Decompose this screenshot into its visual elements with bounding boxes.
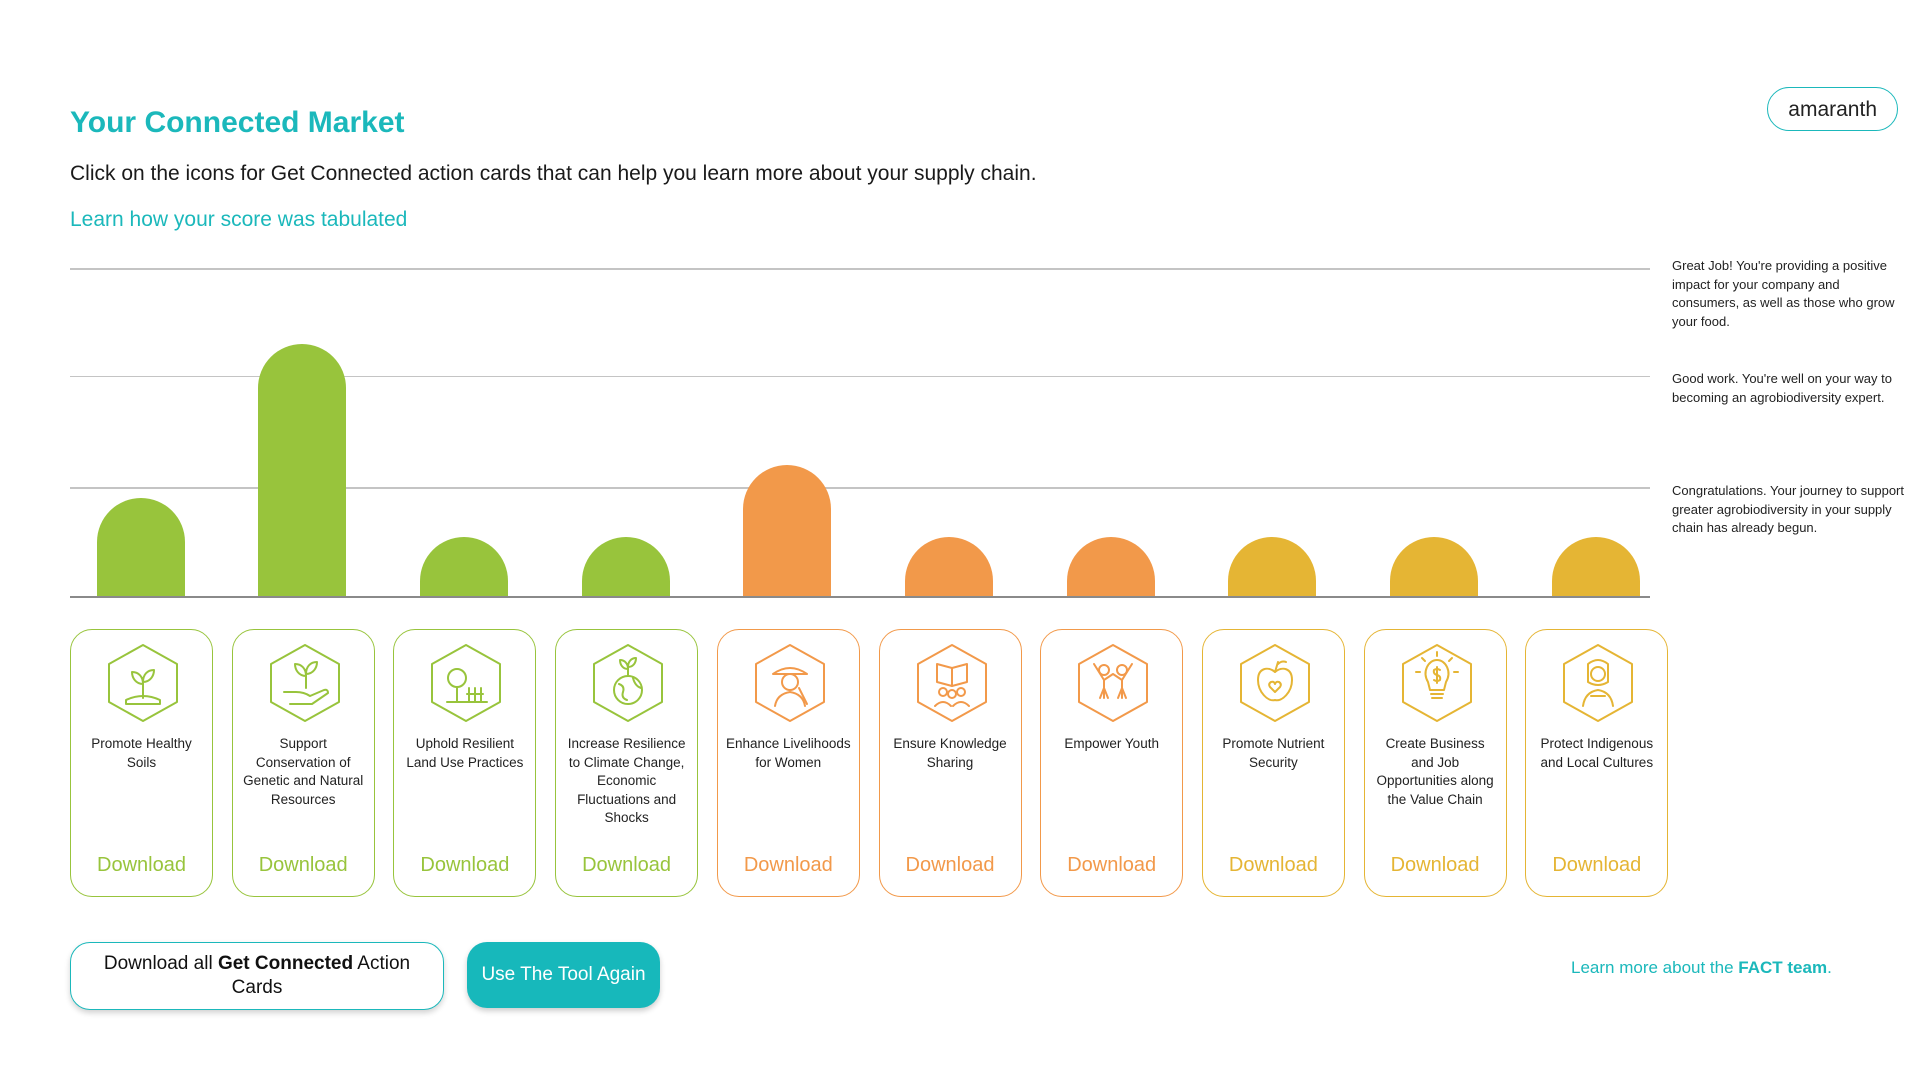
page-title: Your Connected Market [70, 106, 405, 139]
action-card[interactable]: Create Business and Job Opportunities al… [1363, 629, 1507, 897]
download-link[interactable]: Download [582, 854, 672, 876]
action-card[interactable]: Uphold Resilient Land Use Practices Downl… [393, 629, 537, 897]
download-link[interactable]: Download [743, 854, 833, 876]
download-link[interactable]: Download [1228, 854, 1318, 876]
action-card[interactable]: Promote Healthy Soils Download [70, 629, 213, 897]
download-link[interactable]: Download [1390, 854, 1480, 876]
sprout-soil-icon[interactable] [106, 642, 180, 724]
use-tool-again-button[interactable]: Use The Tool Again [467, 942, 660, 1008]
score-chart [70, 240, 1650, 600]
action-card[interactable]: Enhance Livelihoods for Women Download [716, 629, 860, 897]
page-subtitle: Click on the icons for Get Connected act… [70, 162, 1037, 185]
download-link[interactable]: Download [905, 854, 995, 876]
action-card[interactable]: Empower Youth Download [1040, 629, 1184, 897]
score-bar [581, 537, 670, 596]
action-card-label: Enhance Livelihoods for Women [726, 736, 851, 770]
download-link[interactable]: Download [97, 854, 186, 876]
score-bar [1551, 537, 1640, 596]
hand-plant-icon[interactable] [268, 642, 342, 724]
action-card-label: Support Conservation of Genetic and Natu… [243, 736, 364, 807]
action-card-label: Uphold Resilient Land Use Practices [406, 736, 524, 770]
gridline [70, 375, 1650, 378]
action-card[interactable]: Promote Nutrient Security Download [1201, 629, 1345, 897]
tree-fence-icon[interactable] [429, 642, 503, 724]
action-card[interactable]: Increase Resilience to Climate Change, E… [555, 629, 699, 897]
download-link[interactable]: Download [258, 854, 348, 876]
download-all-label-post: Action Cards [231, 953, 411, 998]
download-all-label-bold: Get Connected [217, 953, 354, 974]
action-card[interactable]: Protect Indigenous and Local Cultures Dow… [1525, 629, 1669, 897]
download-link[interactable]: Download [1552, 854, 1642, 876]
level-note-great: Great Job! You're providing a positive i… [1672, 258, 1895, 329]
action-card[interactable]: Ensure Knowledge Sharing Download [878, 629, 1022, 897]
download-link[interactable]: Download [420, 854, 510, 876]
fact-team-link[interactable]: Learn more about the FACT team. [1571, 958, 1832, 978]
score-bar [1066, 537, 1155, 596]
youth-icon[interactable] [1076, 642, 1150, 724]
fact-link-post: . [1827, 958, 1832, 977]
action-card[interactable]: Support Conservation of Genetic and Natu… [231, 629, 375, 897]
action-card-label: Promote Nutrient Security [1222, 736, 1325, 770]
score-bar [743, 465, 832, 596]
action-card-label: Promote Healthy Soils [91, 736, 192, 770]
score-bar [96, 497, 185, 596]
level-note-begun: Congratulations. Your journey to support… [1672, 483, 1904, 535]
score-bar [1228, 537, 1317, 596]
level-note-good: Good work. You're well on your way to be… [1672, 371, 1892, 405]
gridline [70, 268, 1650, 270]
gridline [70, 487, 1650, 489]
score-bar [258, 344, 347, 596]
globe-sprout-icon[interactable] [591, 642, 665, 724]
lightbulb-dollar-icon[interactable] [1400, 642, 1474, 724]
fact-link-bold: FACT team [1738, 958, 1828, 977]
download-all-label-pre: Download all [103, 953, 218, 974]
action-card-label: Create Business and Job Opportunities al… [1376, 736, 1494, 807]
score-bar [419, 537, 508, 596]
chart-baseline [70, 596, 1650, 598]
action-card-label: Ensure Knowledge Sharing [893, 736, 1007, 770]
score-bar [905, 537, 993, 596]
fact-link-pre: Learn more about the [1571, 958, 1739, 977]
woman-farmer-icon[interactable] [753, 642, 827, 724]
indigenous-woman-icon[interactable] [1561, 642, 1635, 724]
apple-heart-icon[interactable] [1238, 642, 1312, 724]
action-card-label: Empower Youth [1064, 736, 1159, 751]
download-all-button[interactable]: Download all Get Connected Action Cards [70, 942, 444, 1010]
download-link[interactable]: Download [1067, 854, 1157, 876]
crop-badge[interactable]: amaranth [1767, 87, 1898, 131]
action-card-label: Increase Resilience to Climate Change, E… [567, 736, 686, 825]
score-tabulation-link[interactable]: Learn how your score was tabulated [70, 208, 408, 231]
action-card-label: Protect Indigenous and Local Cultures [1540, 736, 1654, 770]
book-people-icon[interactable] [915, 642, 989, 724]
score-bar [1390, 537, 1479, 596]
